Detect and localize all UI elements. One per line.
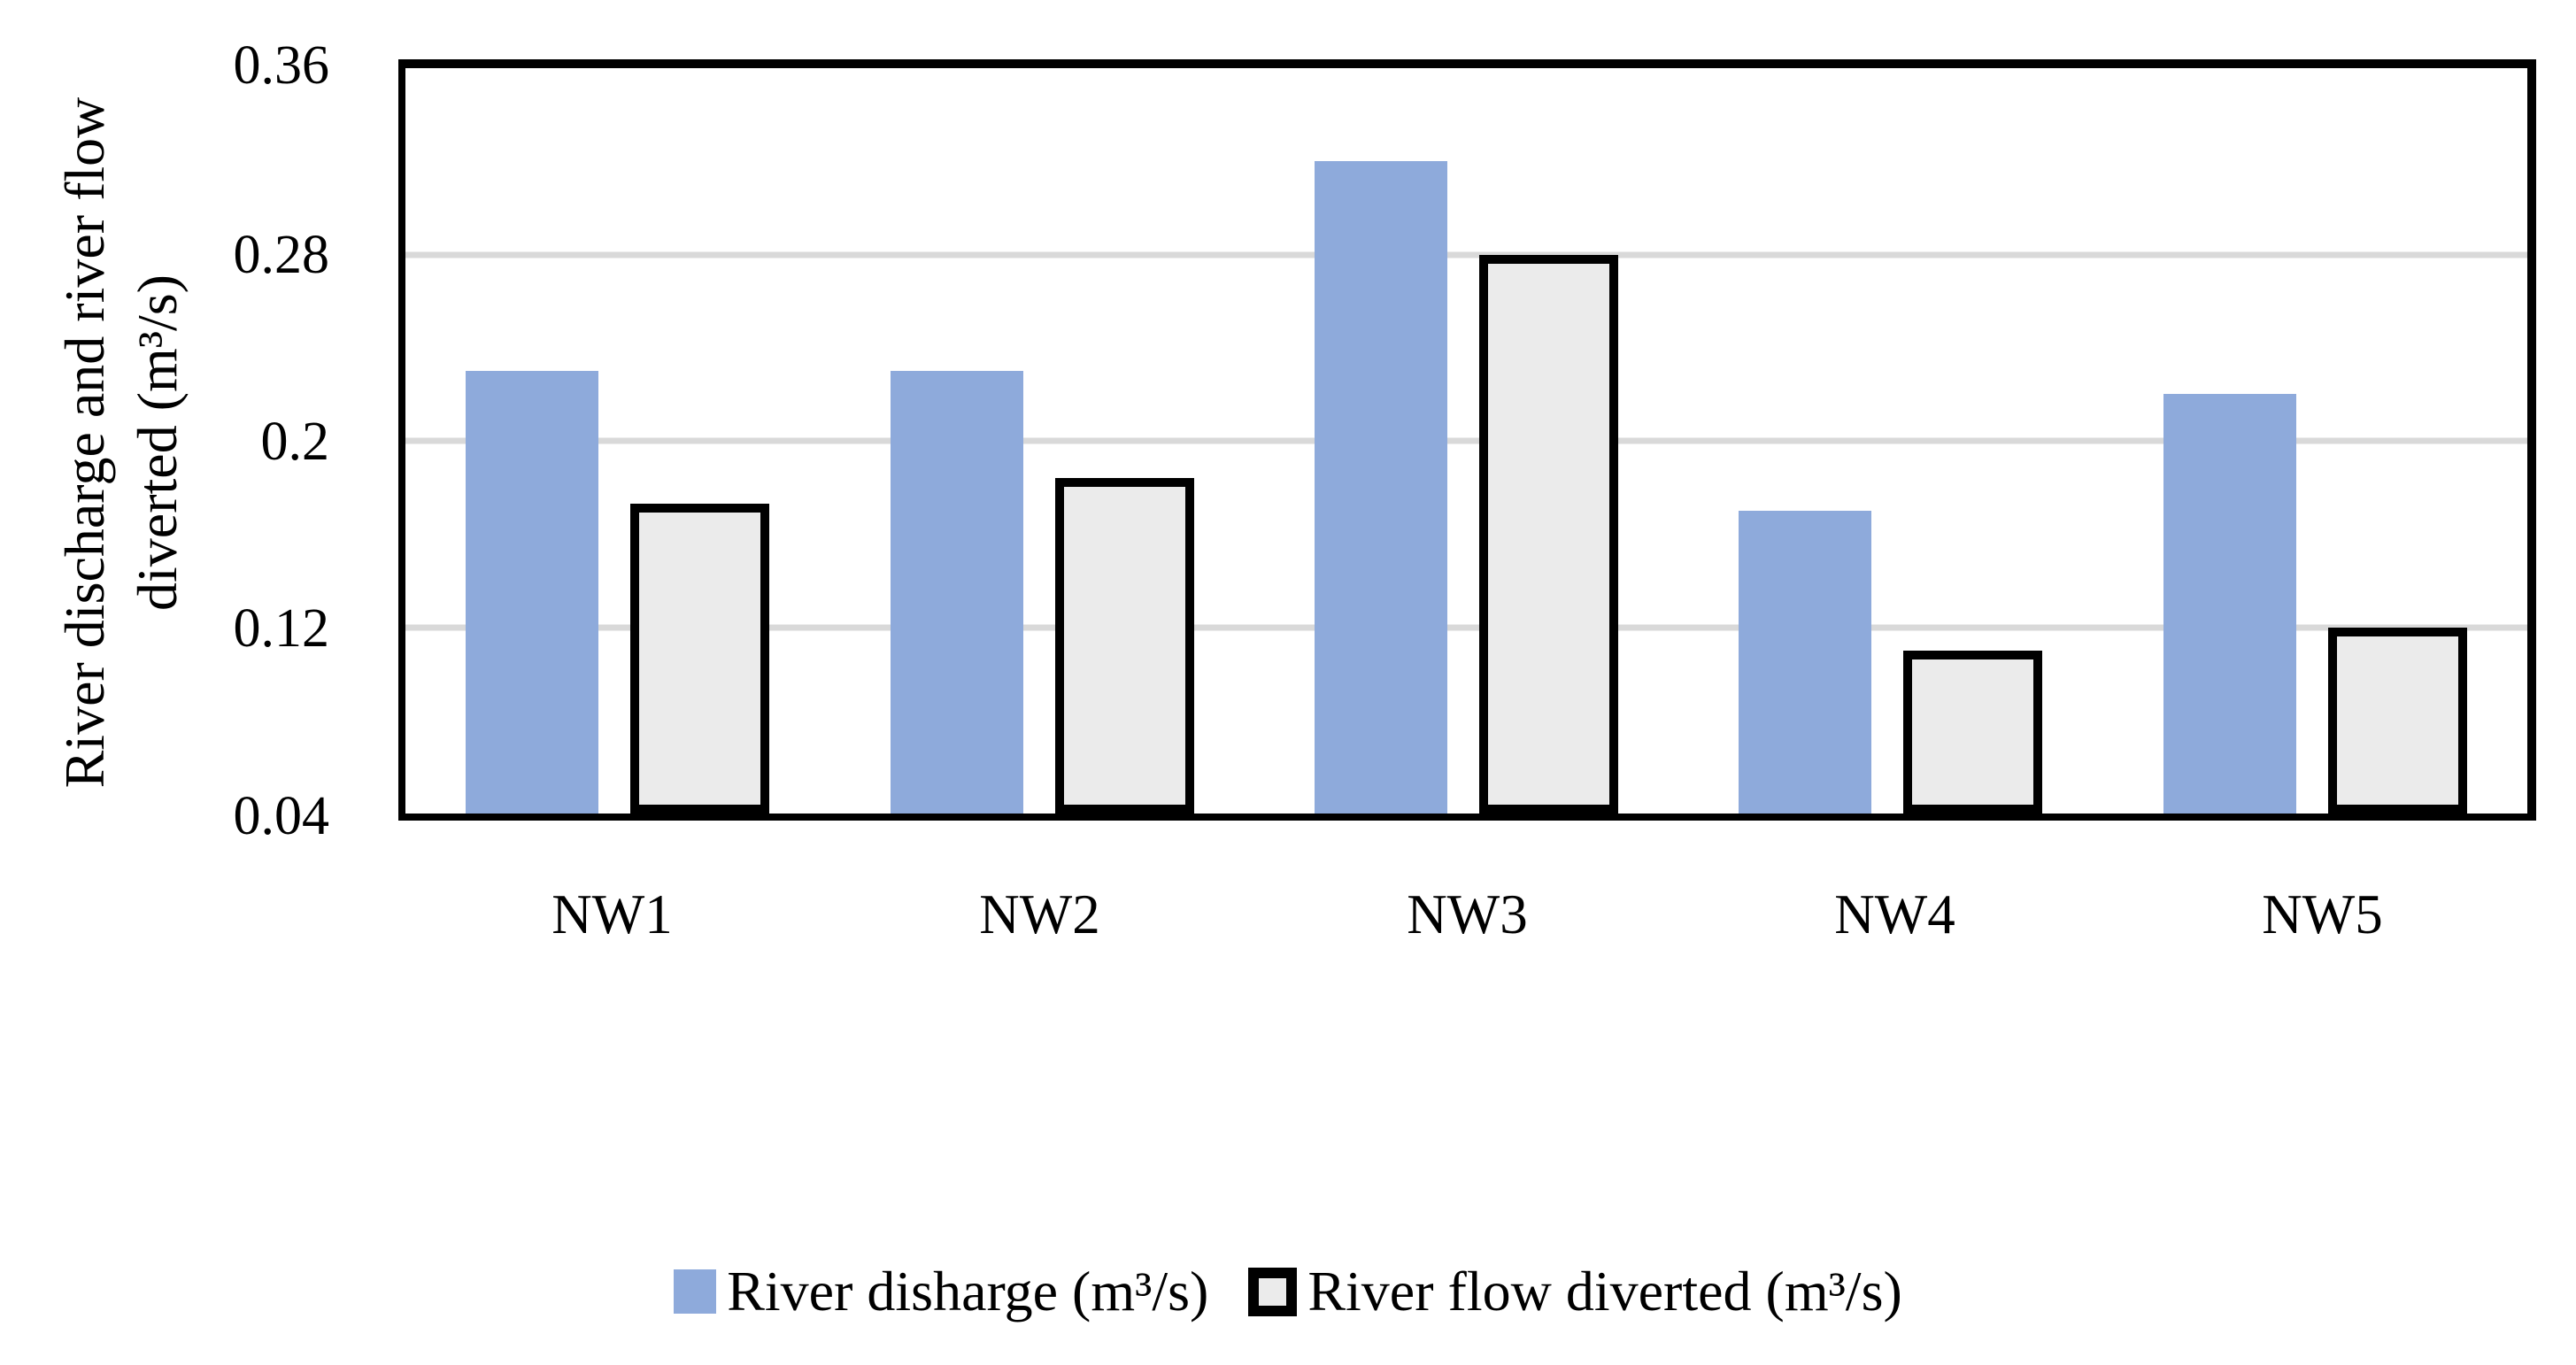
y-tick-0.04: 0.04	[233, 786, 330, 846]
y-tick-0.12: 0.12	[233, 598, 330, 659]
legend-label-river-disharge: River disharge (m³/s)	[727, 1260, 1209, 1323]
x-label-NW5: NW5	[2262, 883, 2383, 945]
legend-swatch-blue-icon	[674, 1269, 717, 1314]
y-tick-0.36: 0.36	[233, 35, 330, 96]
gridline-0.2	[405, 437, 2527, 444]
bar-group-NW5	[2103, 68, 2527, 814]
bar-river-flow-diverted-NW3	[1479, 254, 1619, 814]
gridline-0.28	[405, 251, 2527, 258]
legend-label-river-flow-diverted: River flow diverted (m³/s)	[1307, 1260, 1902, 1323]
y-tick-0.28: 0.28	[233, 225, 330, 285]
bar-group-NW1	[405, 68, 829, 814]
gridline-0.12	[405, 624, 2527, 630]
legend-item-river-flow-diverted: River flow diverted (m³/s)	[1248, 1260, 1902, 1323]
bar-river-flow-diverted-NW1	[630, 504, 770, 814]
bar-river-disharge-NW1	[466, 371, 599, 814]
plot-area	[398, 59, 2536, 821]
legend-item-river-disharge: River disharge (m³/s)	[674, 1261, 1208, 1323]
x-label-NW3: NW3	[1407, 883, 1528, 945]
bar-group-NW3	[1254, 68, 1678, 814]
bar-river-disharge-NW4	[1739, 510, 1872, 814]
x-axis-labels: NW1 NW2 NW3 NW4 NW5	[398, 883, 2536, 945]
legend-swatch-gray-icon	[1248, 1267, 1298, 1316]
bar-river-flow-diverted-NW4	[1903, 650, 2043, 814]
bar-group-NW4	[1678, 68, 2102, 814]
bar-groups	[405, 68, 2527, 814]
bar-river-flow-diverted-NW5	[2327, 627, 2467, 814]
x-label-NW4: NW4	[1834, 883, 1955, 945]
bar-river-disharge-NW2	[890, 371, 1023, 814]
x-label-NW1: NW1	[551, 883, 673, 945]
bar-river-flow-diverted-NW2	[1054, 478, 1194, 814]
bar-river-disharge-NW5	[2163, 394, 2296, 814]
y-tick-0.2: 0.2	[260, 412, 330, 472]
legend: River disharge (m³/s) River flow diverte…	[0, 1261, 2576, 1323]
bar-river-disharge-NW3	[1315, 161, 1448, 814]
x-label-NW2: NW2	[979, 883, 1100, 945]
bar-group-NW2	[829, 68, 1253, 814]
